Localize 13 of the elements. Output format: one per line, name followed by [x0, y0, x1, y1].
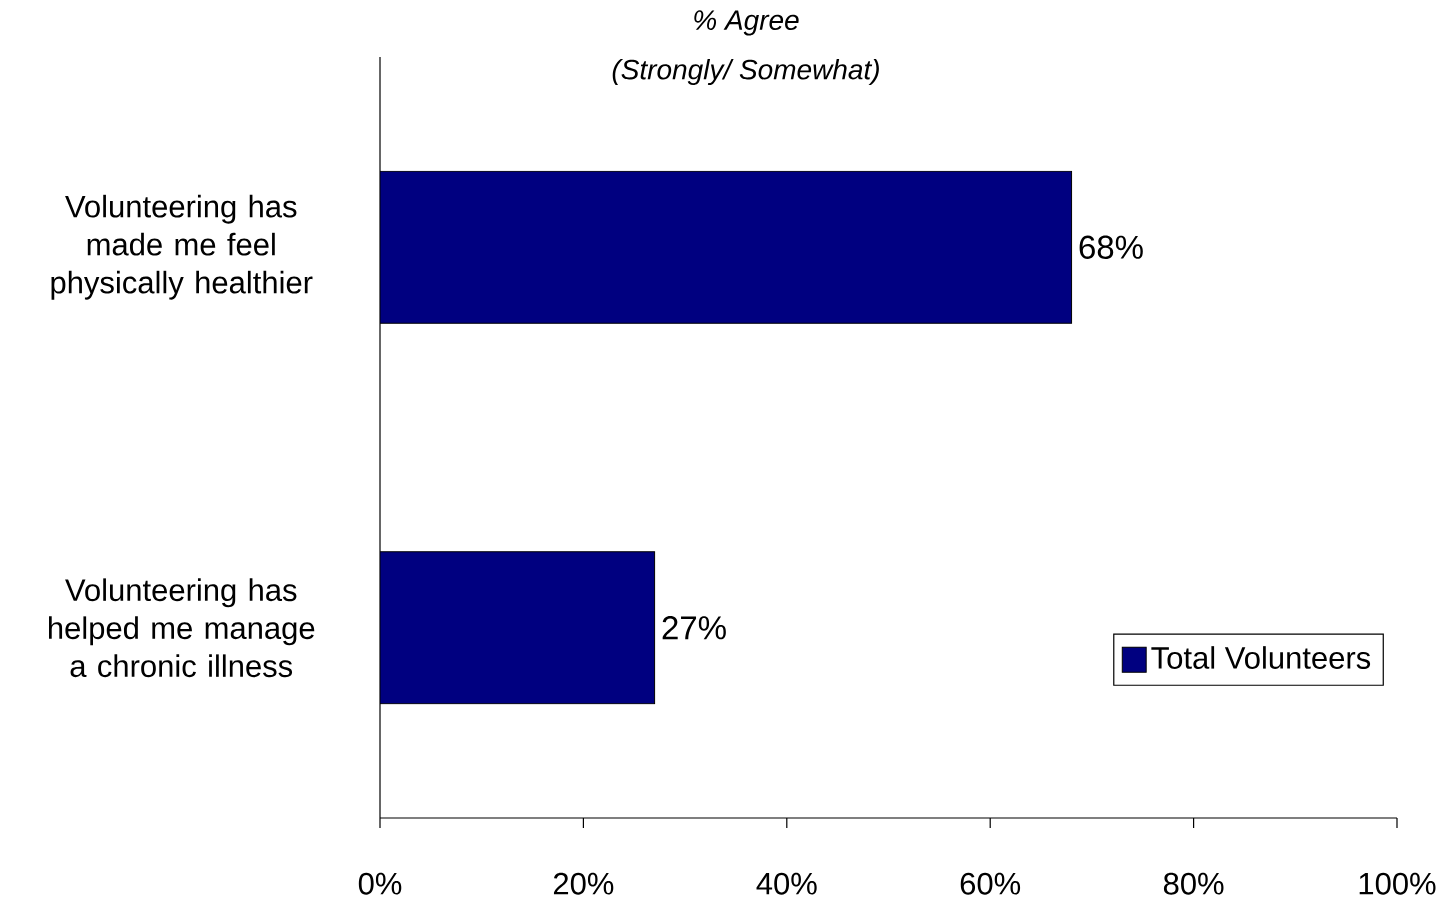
data-label: 68% — [1079, 235, 1143, 259]
data-label: 27% — [662, 616, 726, 640]
x-tick-label: 20% — [553, 872, 614, 895]
y-tick-label: Volunteering has helped me manage a chronic illness — [49, 578, 315, 678]
x-tick-label: 0% — [358, 872, 402, 895]
chart-title: % Agree — [694, 10, 799, 36]
y-tick-label: Volunteering has made me feel physically healthier — [51, 194, 313, 300]
x-tick-label: 60% — [960, 872, 1021, 895]
legend-label: Total Volunteers — [1151, 646, 1371, 669]
x-tick-label: 40% — [756, 872, 817, 895]
x-tick-label: 80% — [1163, 872, 1224, 895]
chart-subtitle: (Strongly/ Somewhat) — [612, 58, 879, 86]
x-tick-label: 100% — [1359, 872, 1436, 895]
